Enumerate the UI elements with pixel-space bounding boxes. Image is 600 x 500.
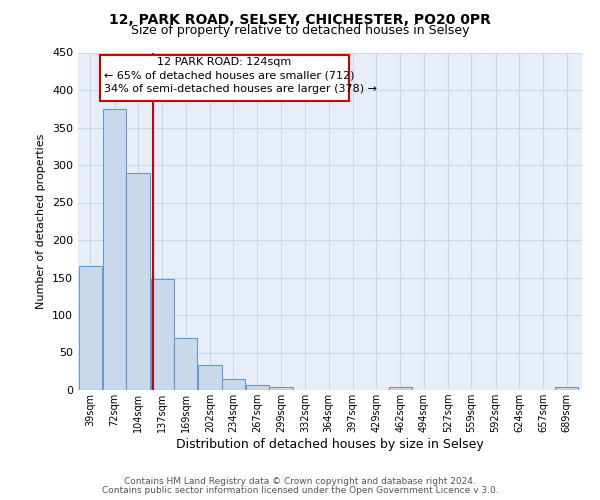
Text: 12 PARK ROAD: 124sqm: 12 PARK ROAD: 124sqm [157,57,292,67]
Bar [174,338,197,390]
Bar [127,172,150,390]
Text: Contains HM Land Registry data © Crown copyright and database right 2024.: Contains HM Land Registry data © Crown c… [124,477,476,486]
Bar [269,387,293,390]
Text: Contains public sector information licensed under the Open Government Licence v : Contains public sector information licen… [101,486,499,495]
Bar [221,379,245,390]
Bar [198,365,221,390]
FancyBboxPatch shape [100,54,349,101]
Text: ← 65% of detached houses are smaller (712): ← 65% of detached houses are smaller (71… [104,70,355,81]
Bar [151,279,174,390]
Bar [103,109,127,390]
X-axis label: Distribution of detached houses by size in Selsey: Distribution of detached houses by size … [176,438,484,451]
Bar [555,387,578,390]
Text: 12, PARK ROAD, SELSEY, CHICHESTER, PO20 0PR: 12, PARK ROAD, SELSEY, CHICHESTER, PO20 … [109,12,491,26]
Bar [389,387,412,390]
Bar [246,385,269,390]
Y-axis label: Number of detached properties: Number of detached properties [37,134,46,309]
Text: Size of property relative to detached houses in Selsey: Size of property relative to detached ho… [131,24,469,37]
Text: 34% of semi-detached houses are larger (378) →: 34% of semi-detached houses are larger (… [104,84,377,94]
Bar [79,266,102,390]
